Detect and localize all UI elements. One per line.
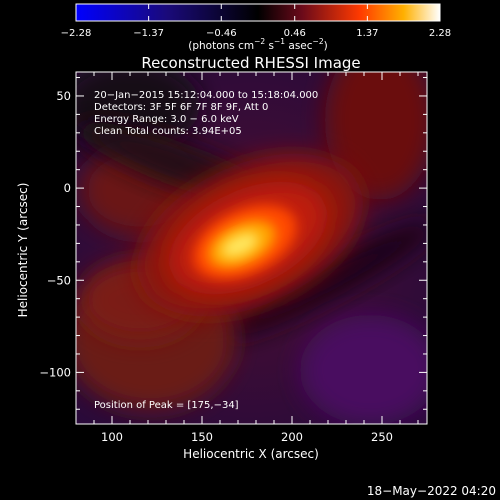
x-tick-label: 100 — [101, 430, 123, 444]
x-axis-label: Heliocentric X (arcsec) — [183, 447, 319, 461]
colorbar-tick-label: −2.28 — [61, 28, 92, 39]
annotation-energy-range: Energy Range: 3.0 − 6.0 keV — [94, 114, 239, 125]
plot-frame — [75, 71, 428, 425]
axis-ticks — [75, 72, 427, 424]
y-axis-label: Heliocentric Y (arcsec) — [16, 183, 30, 318]
x-tick-label: 200 — [281, 430, 303, 444]
y-tick-label: −100 — [39, 365, 71, 379]
annotation-detectors: Detectors: 3F 5F 6F 7F 8F 9F, Att 0 — [94, 102, 268, 113]
colorbar-tick-label: −0.46 — [206, 28, 237, 39]
colorbar-tick-label: −1.37 — [133, 28, 164, 39]
heatmap-image — [76, 72, 427, 424]
y-tick-label: 0 — [64, 181, 71, 195]
colorbar-unit-label: (photons cm−2 s−1 asec−2) — [188, 37, 327, 52]
colorbar-ticks — [75, 4, 441, 21]
y-tick-label: −50 — [47, 273, 71, 287]
observation-annotations: 20−Jan−2015 15:12:04.000 to 15:18:04.000… — [94, 90, 318, 137]
annotation-time-range: 20−Jan−2015 15:12:04.000 to 15:18:04.000 — [94, 90, 318, 101]
x-tick-label: 250 — [371, 430, 393, 444]
colorbar-labels: −2.28 −1.37 −0.46 0.46 1.37 2.28 — [61, 28, 451, 39]
timestamp: 18−May−2022 04:20 — [367, 484, 496, 498]
peak-position-label: Position of Peak = [175,−34] — [94, 400, 239, 411]
colorbar-tick-label: 1.37 — [356, 28, 378, 39]
colorbar — [75, 3, 441, 22]
y-tick-label: 50 — [56, 89, 71, 103]
axis-tick-labels: 100 150 200 250 50 0 −50 −100 — [39, 89, 393, 444]
annotation-clean-counts: Clean Total counts: 3.94E+05 — [94, 126, 242, 137]
colorbar-tick-label: 2.28 — [429, 28, 451, 39]
colorbar-tick-label: 0.46 — [284, 28, 306, 39]
chart-title: Reconstructed RHESSI Image — [141, 54, 360, 72]
x-tick-label: 150 — [191, 430, 213, 444]
